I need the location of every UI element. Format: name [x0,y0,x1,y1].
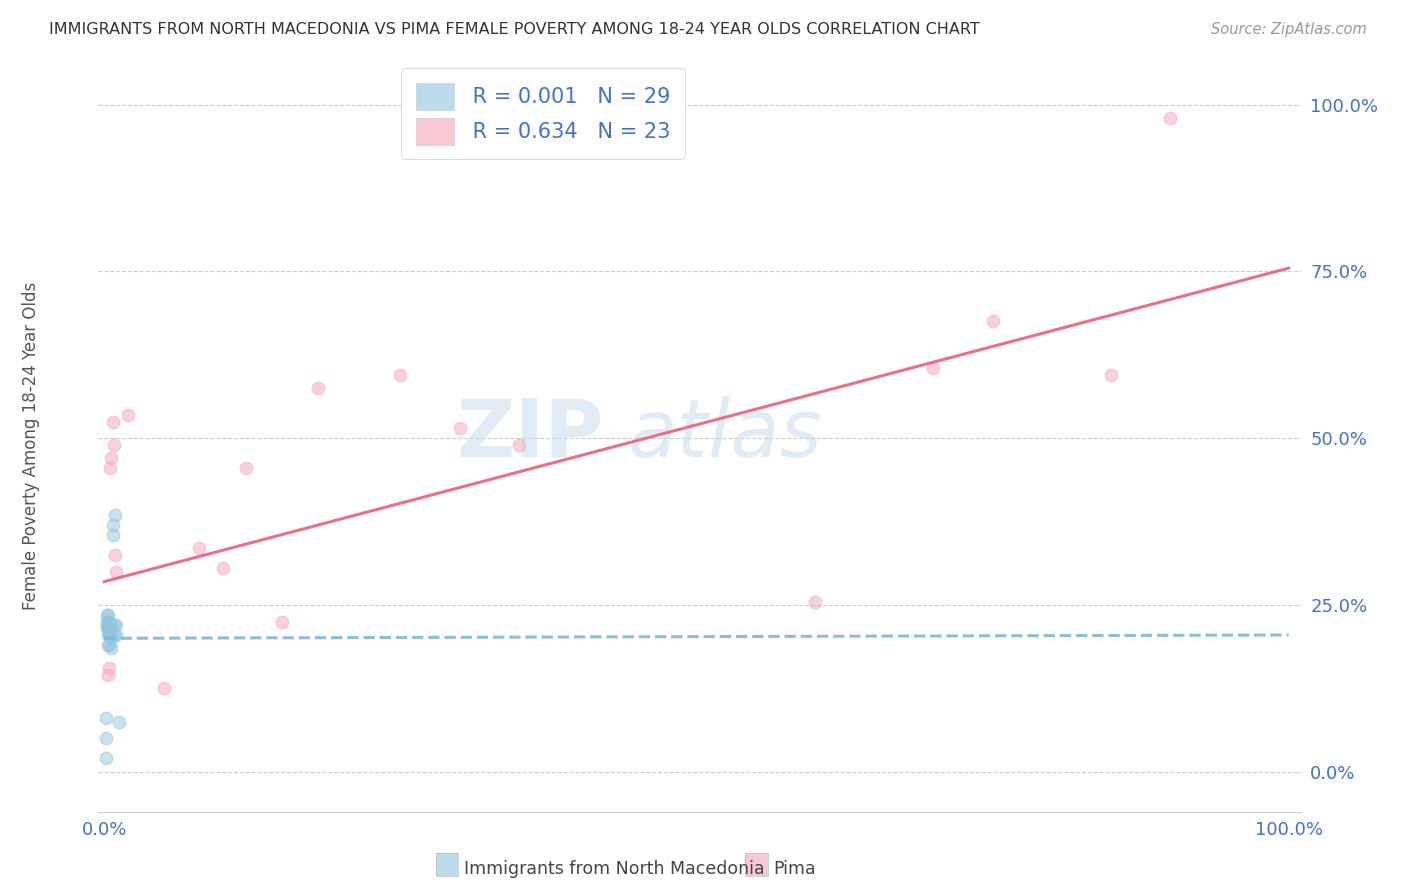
Point [103,438,125,452]
Point [100,641,122,656]
Point [1159,111,1181,125]
Point [804,594,827,608]
Text: Source: ZipAtlas.com: Source: ZipAtlas.com [1211,22,1367,37]
Point [271,615,294,629]
Point [98,618,121,632]
Point [101,517,124,532]
Point [98,638,121,652]
Point [104,548,127,562]
Point [981,314,1004,328]
Point [98,661,121,675]
Point [101,528,124,542]
Point [94,731,117,746]
Point [100,632,122,646]
Point [922,361,945,376]
Text: atlas: atlas [627,396,823,474]
Point [307,381,329,395]
Point [152,681,174,696]
Text: IMMIGRANTS FROM NORTH MACEDONIA VS PIMA FEMALE POVERTY AMONG 18-24 YEAR OLDS COR: IMMIGRANTS FROM NORTH MACEDONIA VS PIMA … [49,22,980,37]
Point [96,618,118,632]
Point [97,668,120,682]
Point [96,607,118,622]
Text: Immigrants from North Macedonia: Immigrants from North Macedonia [464,860,765,878]
Point [97,607,120,622]
Point [103,628,125,642]
Point [98,618,121,632]
Point [98,461,121,475]
Point [96,621,118,635]
Point [103,618,125,632]
Point [188,541,211,556]
Point [508,438,530,452]
Point [94,751,117,765]
Point [97,615,120,629]
Point [100,451,122,466]
Point [98,621,121,635]
Point [105,628,128,642]
Point [389,368,412,382]
Point [105,565,128,579]
Point [211,561,233,575]
Point [98,615,121,629]
Point [105,618,128,632]
Point [117,408,139,422]
Text: Pima: Pima [773,860,815,878]
Point [101,415,124,429]
Point [449,421,471,435]
Point [98,628,121,642]
Point [1099,368,1122,382]
Point [104,508,127,522]
Point [97,621,120,635]
Point [94,711,117,725]
Point [97,638,120,652]
Point [235,461,257,475]
Legend:  R = 0.001   N = 29,  R = 0.634   N = 23: R = 0.001 N = 29, R = 0.634 N = 23 [402,69,685,160]
Point [98,628,121,642]
Point [96,615,118,629]
Point [107,714,129,729]
Text: Female Poverty Among 18-24 Year Olds: Female Poverty Among 18-24 Year Olds [22,282,39,610]
Text: ZIP: ZIP [456,396,603,474]
Point [97,628,120,642]
